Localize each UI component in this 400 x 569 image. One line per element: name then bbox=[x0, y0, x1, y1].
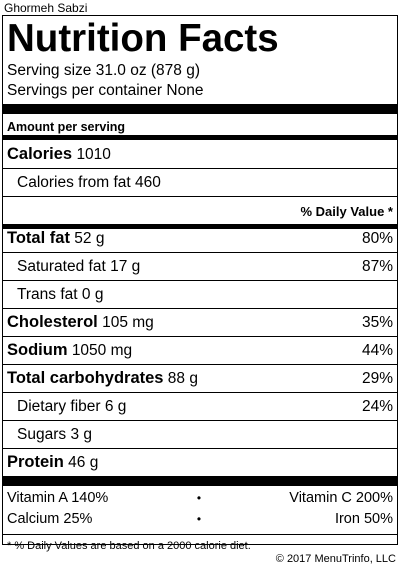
footnote: * % Daily Values are based on a 2000 cal… bbox=[3, 534, 397, 553]
nutrient-amount: 105 mg bbox=[102, 314, 154, 331]
nutrient-label: Dietary fiber bbox=[17, 398, 101, 415]
vitamin-left: Calcium 25% bbox=[7, 511, 93, 527]
nutrient-row-total-fat: Total fat 52 g 80% bbox=[3, 224, 397, 252]
bullet-separator: • bbox=[196, 512, 202, 526]
nutrient-amount: 52 g bbox=[74, 230, 105, 247]
nutrient-label: Saturated fat bbox=[17, 258, 106, 275]
nutrient-row-cholesterol: Cholesterol 105 mg 35% bbox=[3, 308, 397, 336]
nutrient-dv: 80% bbox=[361, 230, 393, 247]
calories-from-fat-row: Calories from fat 460 bbox=[3, 168, 397, 196]
nutrient-amount: 1050 mg bbox=[71, 342, 133, 359]
nutrient-label: Sugars bbox=[17, 426, 67, 443]
nutrient-label: Total fat bbox=[7, 229, 70, 247]
nutrient-row-saturated-fat: Saturated fat 17 g 87% bbox=[3, 252, 397, 280]
vitamin-left: Vitamin A 140% bbox=[7, 490, 109, 506]
dish-name: Ghormeh Sabzi bbox=[4, 1, 88, 15]
nutrient-amount: 0 g bbox=[81, 286, 104, 303]
nutrient-dv: 87% bbox=[361, 258, 393, 275]
nutrient-amount: 3 g bbox=[70, 426, 92, 443]
nutrient-amount: 46 g bbox=[68, 454, 99, 471]
calories-row: Calories 1010 bbox=[3, 140, 397, 168]
vitamins-section: Vitamin A 140% • Vitamin C 200% Calcium … bbox=[3, 486, 397, 530]
thick-divider-bottom bbox=[3, 476, 397, 486]
calories-from-fat-value: 460 bbox=[135, 174, 161, 191]
serving-size: Serving size 31.0 oz (878 g) bbox=[7, 62, 200, 79]
nutrient-row-sodium: Sodium 1050 mg 44% bbox=[3, 336, 397, 364]
nutrient-dv: 29% bbox=[361, 370, 393, 387]
nutrient-amount: 88 g bbox=[167, 370, 198, 387]
thick-divider bbox=[3, 104, 397, 114]
nutrient-dv: 44% bbox=[361, 342, 393, 359]
nutrient-label: Protein bbox=[7, 453, 64, 471]
bullet-separator: • bbox=[196, 491, 202, 505]
vitamin-row: Calcium 25% • Iron 50% bbox=[7, 509, 393, 530]
nutrient-row-total-carbohydrates: Total carbohydrates 88 g 29% bbox=[3, 364, 397, 392]
calories-value: 1010 bbox=[76, 146, 111, 163]
nutrient-amount: 6 g bbox=[104, 398, 127, 415]
calories-label: Calories bbox=[7, 145, 73, 163]
nutrient-dv: 35% bbox=[361, 314, 393, 331]
nutrient-label: Sodium bbox=[7, 341, 68, 359]
amount-per-serving: Amount per serving bbox=[7, 120, 126, 134]
nutrient-label: Total carbohydrates bbox=[7, 369, 164, 387]
servings-per-container: Servings per container None bbox=[7, 82, 204, 99]
nutrient-row-trans-fat: Trans fat 0 g bbox=[3, 280, 397, 308]
vitamin-right: Vitamin C 200% bbox=[289, 490, 393, 506]
copyright: © 2017 MenuTrinfo, LLC bbox=[275, 553, 396, 565]
label-title: Nutrition Facts bbox=[7, 17, 279, 60]
nutrition-label: Nutrition Facts Serving size 31.0 oz (87… bbox=[2, 15, 398, 552]
nutrient-amount: 17 g bbox=[110, 258, 141, 275]
vitamin-right: Iron 50% bbox=[334, 511, 393, 527]
nutrient-dv: 24% bbox=[361, 398, 393, 415]
nutrient-label: Trans fat bbox=[17, 286, 78, 303]
nutrient-row-protein: Protein 46 g bbox=[3, 448, 397, 476]
daily-value-header: % Daily Value * bbox=[3, 196, 397, 224]
medium-divider bbox=[3, 135, 397, 140]
nutrient-row-dietary-fiber: Dietary fiber 6 g 24% bbox=[3, 392, 397, 420]
calories-from-fat-label: Calories from fat bbox=[17, 174, 131, 191]
nutrient-label: Cholesterol bbox=[7, 313, 98, 331]
nutrient-row-sugars: Sugars 3 g bbox=[3, 420, 397, 448]
vitamin-row: Vitamin A 140% • Vitamin C 200% bbox=[7, 488, 393, 509]
